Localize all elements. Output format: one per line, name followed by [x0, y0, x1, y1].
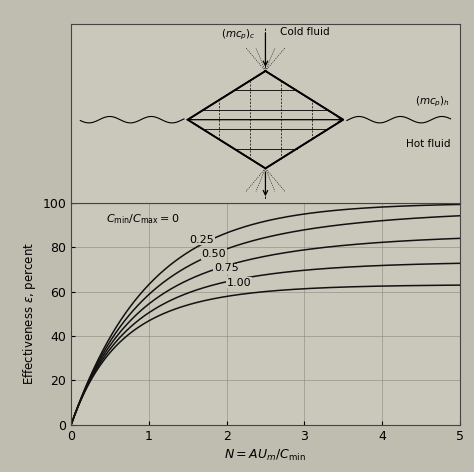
- Text: $(mc_p)_h$: $(mc_p)_h$: [416, 95, 450, 110]
- Text: $(mc_p)_c$: $(mc_p)_c$: [221, 27, 256, 42]
- Y-axis label: Effectiveness $\varepsilon$, percent: Effectiveness $\varepsilon$, percent: [21, 243, 38, 385]
- Text: $C_{\mathrm{min}}/C_{\mathrm{max}} = 0$: $C_{\mathrm{min}}/C_{\mathrm{max}} = 0$: [106, 213, 180, 227]
- Text: 1.00: 1.00: [227, 278, 251, 288]
- Text: Hot fluid: Hot fluid: [406, 139, 450, 149]
- Text: Cold fluid: Cold fluid: [280, 27, 330, 37]
- X-axis label: $N = AU_m/C_{\min}$: $N = AU_m/C_{\min}$: [225, 448, 306, 464]
- Text: 0.50: 0.50: [202, 249, 226, 259]
- Text: 0.75: 0.75: [214, 263, 239, 273]
- Text: 0.25: 0.25: [189, 235, 214, 244]
